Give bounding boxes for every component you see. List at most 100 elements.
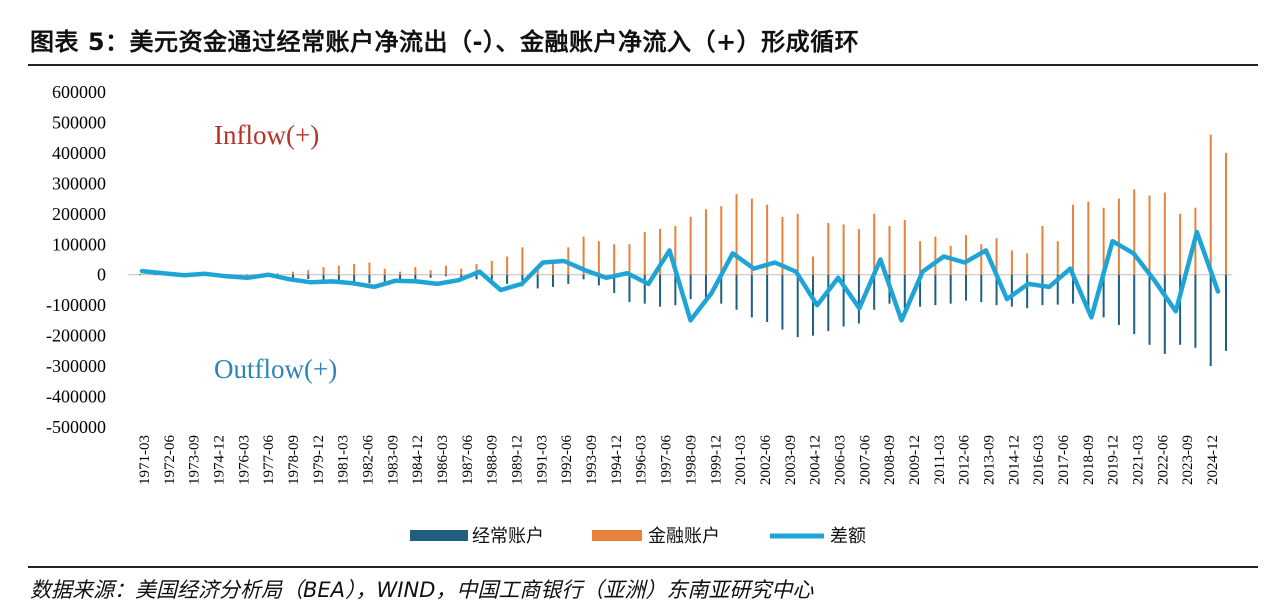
y-axis-ticks: 600000 500000 400000 300000 200000 100000 0 -10… bbox=[46, 82, 106, 437]
current-account-bar bbox=[1179, 274, 1182, 345]
financial-account-bar bbox=[1072, 204, 1075, 275]
financial-account-bar bbox=[322, 267, 325, 275]
y-tick-label: 0 bbox=[97, 265, 106, 285]
financial-account-bar bbox=[704, 209, 707, 275]
x-tick-label: 1993-09 bbox=[584, 435, 600, 485]
title-rule bbox=[28, 64, 1258, 66]
financial-account-bar bbox=[291, 271, 294, 275]
current-account-bar bbox=[536, 274, 539, 289]
current-account-bar bbox=[429, 274, 432, 278]
financial-account-bar bbox=[995, 238, 998, 275]
x-tick-label: 1974-12 bbox=[212, 435, 228, 485]
financial-account-bar bbox=[980, 244, 983, 275]
current-account-bar bbox=[567, 274, 570, 284]
financial-account-bar bbox=[796, 213, 799, 275]
financial-account-bar bbox=[1056, 241, 1059, 275]
financial-account-bar bbox=[720, 206, 723, 275]
financial-account-bar bbox=[1117, 198, 1120, 275]
financial-account-bar bbox=[659, 229, 662, 275]
x-tick-label: 1999-12 bbox=[708, 435, 724, 485]
current-account-bar bbox=[1194, 274, 1197, 348]
financial-account-bar bbox=[1209, 134, 1212, 275]
current-account-bar bbox=[628, 274, 631, 303]
financial-account-bar bbox=[750, 198, 753, 275]
x-tick-label: 2004-12 bbox=[808, 435, 824, 485]
financial-account-bar bbox=[475, 264, 478, 275]
current-account-bar bbox=[307, 274, 310, 279]
x-tick-label: 1996-03 bbox=[634, 435, 650, 485]
financial-account-bar bbox=[246, 274, 249, 276]
x-tick-label: 2016-03 bbox=[1031, 435, 1047, 485]
difference-line bbox=[139, 229, 1221, 323]
x-tick-label: 1981-03 bbox=[336, 435, 352, 485]
financial-account-bar bbox=[827, 222, 830, 275]
current-account-bar bbox=[139, 274, 141, 275]
x-tick-label: 1982-06 bbox=[361, 435, 377, 485]
current-account-bar bbox=[781, 274, 784, 330]
current-account-bar bbox=[1041, 274, 1044, 306]
difference-line-group bbox=[139, 229, 1221, 323]
current-account-bar bbox=[1026, 274, 1029, 309]
x-tick-label: 2023-09 bbox=[1180, 435, 1196, 485]
current-account-bar bbox=[154, 274, 157, 276]
y-tick-label: 600000 bbox=[52, 82, 106, 102]
financial-account-bar bbox=[307, 270, 310, 275]
x-tick-label: 1986-03 bbox=[435, 435, 451, 485]
current-account-bar bbox=[597, 274, 600, 286]
current-account-bar bbox=[1163, 274, 1166, 354]
current-account-bar bbox=[980, 274, 983, 303]
current-account-bar bbox=[1056, 274, 1059, 305]
financial-account-bar bbox=[934, 236, 937, 275]
x-tick-label: 2003-09 bbox=[783, 435, 799, 485]
current-account-bar bbox=[735, 274, 738, 310]
financial-account-bar bbox=[1026, 253, 1029, 275]
legend-label-difference: 差额 bbox=[830, 526, 866, 547]
y-tick-label: -500000 bbox=[46, 417, 106, 437]
x-tick-label: 1972-06 bbox=[162, 435, 178, 485]
y-tick-label: 500000 bbox=[52, 112, 106, 132]
financial-account-bar bbox=[888, 226, 891, 275]
current-account-bar bbox=[964, 274, 967, 301]
source-rule bbox=[28, 566, 1258, 568]
x-tick-label: 1977-06 bbox=[261, 435, 277, 485]
financial-account-bar bbox=[903, 219, 906, 275]
financial-account-bar bbox=[613, 244, 616, 275]
x-tick-label: 1978-09 bbox=[286, 435, 302, 485]
current-account-bars bbox=[139, 274, 1227, 367]
x-tick-label: 1976-03 bbox=[236, 435, 252, 485]
x-tick-label: 1989-12 bbox=[510, 435, 526, 485]
current-account-bar bbox=[1087, 274, 1090, 312]
x-tick-label: 2018-09 bbox=[1081, 435, 1097, 485]
x-tick-label: 2017-06 bbox=[1056, 435, 1072, 485]
financial-account-bar bbox=[1179, 213, 1182, 275]
current-account-bar bbox=[506, 274, 509, 284]
current-account-bar bbox=[475, 274, 478, 280]
financial-account-bar bbox=[154, 274, 157, 276]
current-account-bar bbox=[720, 274, 723, 304]
current-account-bar bbox=[949, 274, 952, 304]
financial-account-bar bbox=[812, 256, 815, 275]
current-account-bar bbox=[842, 274, 845, 327]
current-account-bar bbox=[750, 274, 753, 318]
legend-label-current-account: 经常账户 bbox=[472, 526, 544, 547]
x-tick-label: 1983-09 bbox=[385, 435, 401, 485]
current-account-bar bbox=[353, 274, 356, 284]
current-account-bar bbox=[1148, 274, 1151, 345]
current-account-bar bbox=[857, 274, 860, 324]
x-tick-label: 1998-09 bbox=[683, 435, 699, 485]
current-account-bar bbox=[1133, 274, 1136, 335]
financial-account-bar bbox=[964, 235, 967, 275]
x-tick-label: 2013-09 bbox=[981, 435, 997, 485]
y-tick-label: 200000 bbox=[52, 204, 106, 224]
current-account-bar bbox=[444, 274, 447, 277]
current-account-bar bbox=[643, 274, 646, 304]
financial-account-bar bbox=[1041, 226, 1044, 275]
current-account-bar bbox=[766, 274, 769, 322]
current-account-bar bbox=[368, 274, 371, 284]
financial-account-bar bbox=[781, 216, 784, 275]
x-tick-label: 1987-06 bbox=[460, 435, 476, 485]
x-tick-label: 2009-12 bbox=[907, 435, 923, 485]
financial-account-bar bbox=[842, 224, 845, 275]
y-tick-label: -200000 bbox=[46, 326, 106, 346]
financial-account-bar bbox=[873, 213, 876, 275]
